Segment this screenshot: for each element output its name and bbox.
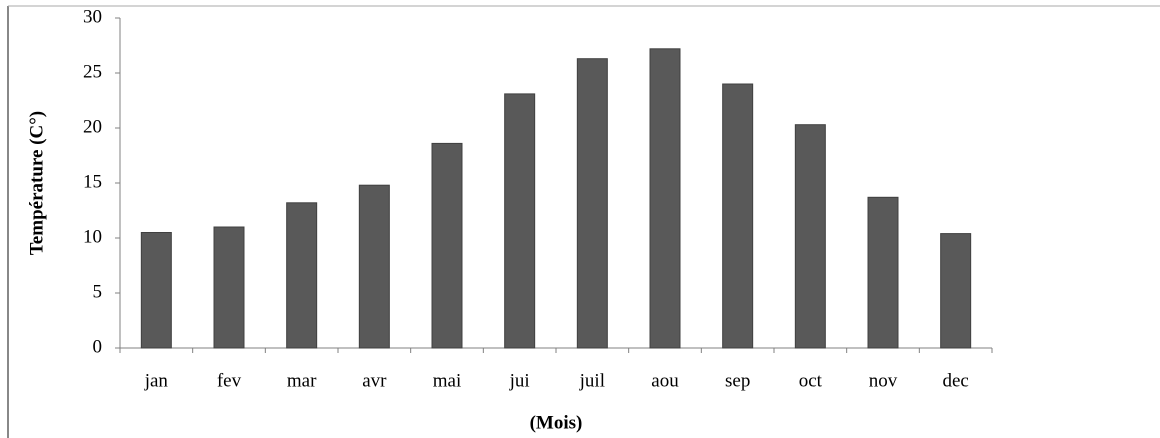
y-tick-label: 5: [93, 281, 103, 302]
bar: [867, 196, 899, 349]
x-tick-label: nov: [869, 370, 898, 391]
x-tick-label: jan: [144, 370, 169, 391]
bar: [213, 226, 245, 349]
x-axis-label: (Mois): [530, 412, 583, 433]
x-tick-label: mai: [433, 370, 462, 391]
x-tick-label: mar: [287, 370, 317, 391]
bar: [576, 58, 608, 349]
x-tick-label: aou: [651, 370, 679, 391]
bar: [358, 184, 390, 349]
y-tick-label: 30: [83, 6, 102, 27]
bar: [940, 233, 972, 349]
bar: [140, 232, 172, 349]
bar: [504, 93, 536, 349]
y-tick-label: 25: [83, 61, 102, 82]
x-tick-label: jui: [509, 370, 530, 391]
y-tick-label: 15: [83, 171, 102, 192]
bar: [431, 142, 463, 349]
x-tick-label: oct: [799, 370, 823, 391]
x-tick-label: avr: [362, 370, 387, 391]
x-tick-label: fev: [217, 370, 242, 391]
bar: [649, 48, 681, 349]
x-tick-label: dec: [942, 370, 968, 391]
bar: [722, 83, 754, 349]
y-tick-label: 0: [93, 336, 103, 357]
x-tick-label: juil: [579, 370, 605, 391]
bar: [286, 202, 318, 349]
y-tick-label: 20: [83, 116, 102, 137]
y-axis-label: Température (C°): [26, 111, 47, 255]
bar: [794, 124, 826, 349]
x-tick-label: sep: [725, 370, 750, 391]
y-tick-label: 10: [83, 226, 102, 247]
